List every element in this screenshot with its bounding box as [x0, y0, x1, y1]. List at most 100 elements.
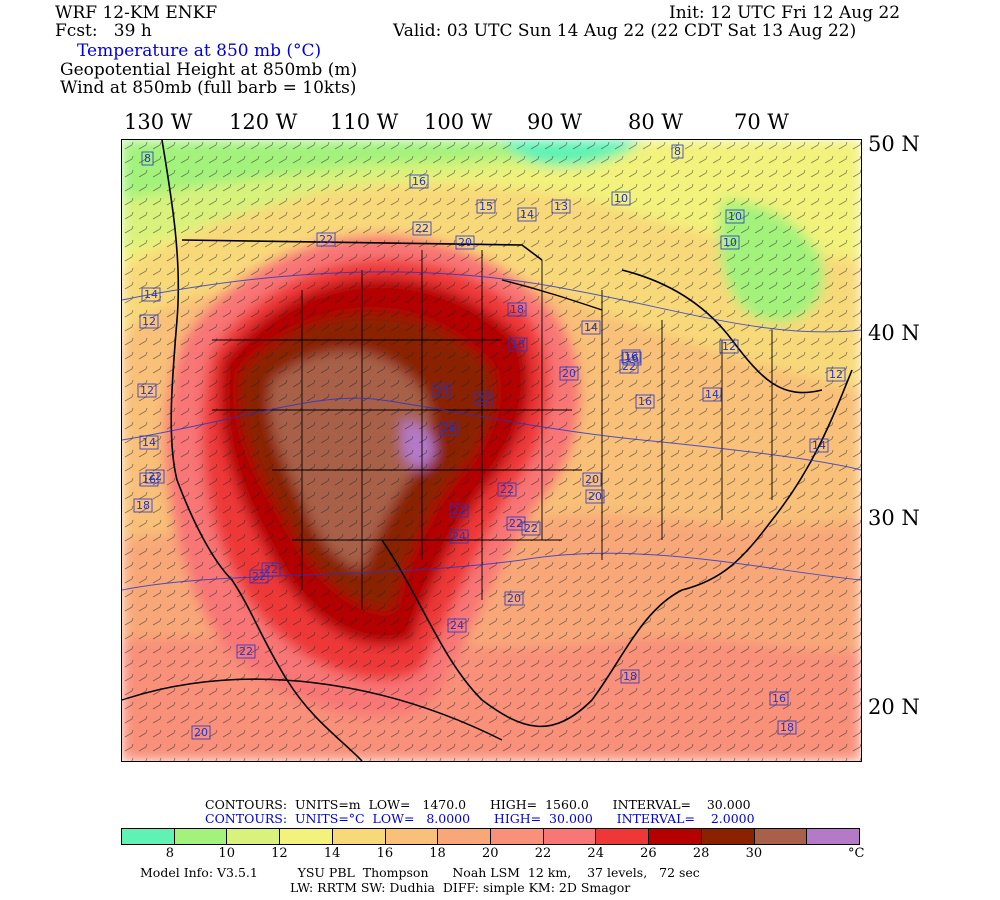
svg-text:22: 22 [500, 483, 514, 496]
model-info: Model Info: V3.5.1 YSU PBL Thompson Noah… [140, 865, 700, 880]
contour-label: 12 [826, 367, 846, 382]
height-contours [122, 279, 603, 741]
contour-label: 20 [559, 366, 579, 381]
color-bar-swatch [279, 828, 333, 845]
svg-text:18: 18 [510, 303, 524, 316]
svg-text:28: 28 [435, 384, 449, 397]
contour-label: 28 [432, 383, 452, 398]
color-bar-swatch [700, 828, 755, 845]
svg-text:14: 14 [705, 388, 719, 401]
lat-label: 50 N [868, 132, 920, 156]
svg-text:20: 20 [458, 236, 472, 249]
physics-info: LW: RRTM SW: Dudhia DIFF: simple KM: 2D … [290, 880, 631, 895]
svg-text:16: 16 [625, 352, 639, 365]
contour-label: 14 [141, 287, 161, 302]
color-bar-swatch [490, 828, 544, 845]
color-bar-swatch [226, 828, 281, 845]
color-bar-label: 24 [587, 846, 604, 861]
contour-label: 12 [719, 339, 739, 354]
lat-label: 30 N [868, 506, 920, 530]
color-bar-swatch [542, 828, 597, 845]
contour-info-temp: CONTOURS: UNITS=°C LOW= 8.0000 HIGH= 30.… [205, 811, 755, 826]
contour-label: 12 [139, 314, 159, 329]
contour-label: 22 [506, 516, 526, 531]
color-bar-label: 18 [429, 846, 446, 861]
contour-label: 8 [141, 151, 154, 166]
lon-label: 70 W [734, 110, 789, 134]
lon-label: 90 W [527, 110, 582, 134]
color-bar-label: 22 [534, 846, 552, 861]
svg-text:18: 18 [136, 499, 150, 512]
contour-label: 18 [508, 337, 528, 352]
field-temperature: Temperature at 850 mb (°C) [77, 41, 322, 61]
contour-label: 22 [145, 469, 165, 484]
contour-label: 16 [409, 174, 429, 189]
svg-text:22: 22 [148, 470, 162, 483]
lon-label: 130 W [124, 110, 193, 134]
weather-map: 8 8 16 15 14 13 10 10 10 22 22 20 18 14 16 14 12 12 14 16 18… [121, 139, 862, 762]
color-bar-swatch [753, 828, 808, 845]
svg-text:22: 22 [622, 360, 636, 373]
contour-label: 14 [517, 207, 537, 222]
contour-label: 22 [619, 359, 639, 374]
contour-label: 18 [507, 302, 527, 317]
svg-text:10: 10 [728, 210, 742, 223]
contour-label: 8 [671, 144, 684, 159]
contour-label: 12 [137, 383, 157, 398]
contour-label: 22 [316, 232, 336, 247]
contour-label: 10 [720, 235, 740, 250]
contour-label: 14 [702, 387, 722, 402]
contour-label: 10 [725, 209, 745, 224]
color-bar-label: 20 [482, 846, 499, 861]
contour-label: 14 [581, 320, 601, 335]
contour-label: 15 [476, 199, 496, 214]
svg-text:22: 22 [252, 570, 266, 583]
color-bar-label: 26 [640, 846, 657, 861]
color-bar-swatch [384, 828, 439, 845]
contour-label: 26 [439, 421, 459, 436]
color-bar-swatch [806, 828, 860, 845]
svg-text:20: 20 [507, 592, 521, 605]
svg-text:20: 20 [562, 367, 576, 380]
svg-text:22: 22 [415, 222, 429, 235]
color-bar-label: 10 [218, 846, 235, 861]
color-bar-label: 28 [692, 846, 710, 861]
svg-text:14: 14 [144, 288, 158, 301]
lat-label: 20 N [868, 695, 920, 719]
contour-label: 13 [551, 199, 571, 214]
svg-text:14: 14 [584, 321, 598, 334]
contour-label: 16 [622, 351, 642, 366]
lon-label: 80 W [628, 110, 683, 134]
color-bar-label: 8 [165, 846, 174, 861]
svg-text:14: 14 [520, 208, 534, 221]
contour-label: 18 [777, 720, 797, 735]
color-bar-swatch [648, 828, 702, 845]
svg-text:18: 18 [511, 338, 525, 351]
contour-label: 14 [139, 435, 159, 450]
svg-text:16: 16 [772, 692, 786, 705]
svg-text:16: 16 [412, 175, 426, 188]
svg-text:10: 10 [723, 236, 737, 249]
contour-label: 16 [635, 394, 655, 409]
svg-text:22: 22 [477, 392, 491, 405]
svg-text:12: 12 [142, 315, 156, 328]
svg-text:14: 14 [142, 436, 156, 449]
contour-labels: 8816151413101010222220181416141212141618… [133, 144, 846, 740]
lat-label: 40 N [868, 321, 920, 345]
svg-text:22: 22 [319, 233, 333, 246]
contour-label: 18 [133, 498, 153, 513]
contour-label: 24 [447, 618, 467, 633]
contour-label: 14 [809, 438, 829, 453]
svg-text:16: 16 [638, 395, 652, 408]
color-bar-unit: °C [848, 846, 865, 861]
init-time: Init: 12 UTC Fri 12 Aug 22 [669, 3, 901, 23]
svg-text:22: 22 [239, 645, 253, 658]
color-bar-label: 30 [745, 846, 763, 861]
svg-text:15: 15 [479, 200, 493, 213]
svg-text:12: 12 [829, 368, 843, 381]
color-bar-label: 16 [376, 846, 394, 861]
svg-text:8: 8 [144, 152, 151, 165]
contour-label: 24 [449, 529, 469, 544]
svg-text:24: 24 [450, 619, 464, 632]
contour-info-height: CONTOURS: UNITS=m LOW= 1470.0 HIGH= 1560… [205, 797, 751, 812]
